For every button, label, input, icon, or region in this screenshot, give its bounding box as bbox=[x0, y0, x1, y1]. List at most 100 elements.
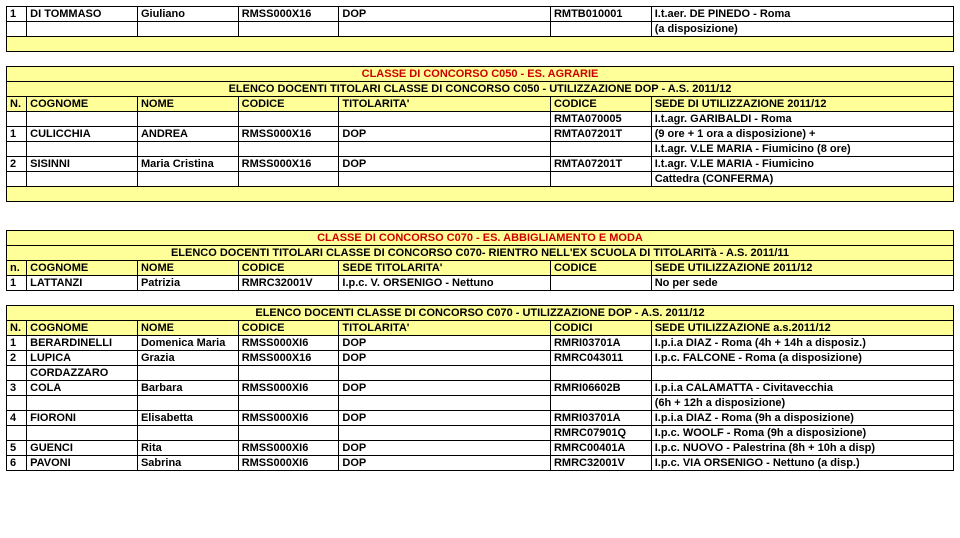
table-cell: I.t.agr. V.LE MARIA - Fiumicino (8 ore) bbox=[651, 142, 953, 157]
table-cell: RMRC00401A bbox=[550, 441, 651, 456]
table-cell: (6h + 12h a disposizione) bbox=[651, 396, 953, 411]
table-cell: RMRC043011 bbox=[550, 351, 651, 366]
table-cell bbox=[137, 396, 238, 411]
table-cell: RMSS000X16 bbox=[238, 157, 339, 172]
table-cell: Cattedra (CONFERMA) bbox=[651, 172, 953, 187]
table-cell: ANDREA bbox=[137, 127, 238, 142]
table-cell bbox=[339, 22, 551, 37]
table-cell: Grazia bbox=[137, 351, 238, 366]
header-cell: COGNOME bbox=[27, 321, 138, 336]
table-cell bbox=[238, 22, 339, 37]
header-cell: NOME bbox=[137, 97, 238, 112]
table-cell bbox=[137, 172, 238, 187]
table-cell bbox=[339, 396, 551, 411]
block2-subtitle: ELENCO DOCENTI TITOLARI CLASSE DI CONCOR… bbox=[7, 82, 954, 97]
header-cell: COGNOME bbox=[27, 97, 138, 112]
table-cell: 6 bbox=[7, 456, 27, 471]
table-cell bbox=[7, 396, 27, 411]
header-cell: COGNOME bbox=[27, 261, 138, 276]
table-cell: I.p.i.a DIAZ - Roma (9h a disposizione) bbox=[651, 411, 953, 426]
table-cell: DOP bbox=[339, 411, 551, 426]
table-cell: 5 bbox=[7, 441, 27, 456]
header-cell: CODICE bbox=[238, 321, 339, 336]
table-cell bbox=[238, 142, 339, 157]
header-cell: N. bbox=[7, 97, 27, 112]
block4-subtitle: ELENCO DOCENTI CLASSE DI CONCORSO C070 -… bbox=[7, 306, 954, 321]
table-cell bbox=[238, 112, 339, 127]
table-cell: Patrizia bbox=[137, 276, 238, 291]
table-block4: ELENCO DOCENTI CLASSE DI CONCORSO C070 -… bbox=[6, 305, 954, 471]
block3-subtitle: ELENCO DOCENTI TITOLARI CLASSE DI CONCOR… bbox=[7, 246, 954, 261]
table-cell: RMSS000XI6 bbox=[238, 411, 339, 426]
table-cell: Maria Cristina bbox=[137, 157, 238, 172]
table-block2: CLASSE DI CONCORSO C050 - ES. AGRARIE EL… bbox=[6, 66, 954, 202]
table-cell bbox=[7, 142, 27, 157]
table-cell bbox=[550, 366, 651, 381]
table-cell: (9 ore + 1 ora a disposizione) + bbox=[651, 127, 953, 142]
table-cell: DOP bbox=[339, 157, 551, 172]
table-cell: 3 bbox=[7, 381, 27, 396]
table-cell bbox=[339, 426, 551, 441]
table-cell: DOP bbox=[339, 351, 551, 366]
table-cell bbox=[339, 142, 551, 157]
table-cell: DOP bbox=[339, 336, 551, 351]
table-cell: I.p.i.a CALAMATTA - Civitavecchia bbox=[651, 381, 953, 396]
table-cell bbox=[339, 112, 551, 127]
table-cell: PAVONI bbox=[27, 456, 138, 471]
table-cell bbox=[27, 112, 138, 127]
table-cell bbox=[27, 172, 138, 187]
header-cell: SEDE UTILIZZAZIONE a.s.2011/12 bbox=[651, 321, 953, 336]
table-cell: DOP bbox=[339, 441, 551, 456]
table-cell: Sabrina bbox=[137, 456, 238, 471]
table-cell: Giuliano bbox=[137, 7, 238, 22]
table-cell bbox=[27, 426, 138, 441]
table-cell bbox=[7, 112, 27, 127]
table-cell: RMSS000X16 bbox=[238, 127, 339, 142]
table-cell: I.p.c. V. ORSENIGO - Nettuno bbox=[339, 276, 551, 291]
yellow-gap bbox=[7, 187, 954, 202]
table-cell: RMTA07201T bbox=[550, 157, 651, 172]
table-cell: I.p.c. NUOVO - Palestrina (8h + 10h a di… bbox=[651, 441, 953, 456]
table-cell bbox=[27, 396, 138, 411]
table-cell: RMSS000XI6 bbox=[238, 441, 339, 456]
table-cell: GUENCI bbox=[27, 441, 138, 456]
table-cell: Barbara bbox=[137, 381, 238, 396]
header-cell: CODICE bbox=[238, 97, 339, 112]
table-cell: 2 bbox=[7, 351, 27, 366]
table-cell: Domenica Maria bbox=[137, 336, 238, 351]
table-cell: I.p.c. FALCONE - Roma (a disposizione) bbox=[651, 351, 953, 366]
table-cell bbox=[7, 366, 27, 381]
table-cell bbox=[550, 142, 651, 157]
table-cell: Rita bbox=[137, 441, 238, 456]
block3-title: CLASSE DI CONCORSO C070 - ES. ABBIGLIAME… bbox=[7, 231, 954, 246]
header-cell: SEDE UTILIZZAZIONE 2011/12 bbox=[651, 261, 953, 276]
table-cell bbox=[339, 172, 551, 187]
table-block1: 1DI TOMMASOGiulianoRMSS000X16DOPRMTB0100… bbox=[6, 6, 954, 52]
table-cell bbox=[137, 366, 238, 381]
table-cell: RMRC32001V bbox=[238, 276, 339, 291]
table-cell bbox=[137, 426, 238, 441]
table-cell bbox=[238, 426, 339, 441]
table-cell bbox=[27, 22, 138, 37]
table-cell: LUPICA bbox=[27, 351, 138, 366]
table-cell: RMSS000X16 bbox=[238, 351, 339, 366]
table-cell: 1 bbox=[7, 7, 27, 22]
table-cell: 1 bbox=[7, 276, 27, 291]
table-cell: RMTA07201T bbox=[550, 127, 651, 142]
table-cell: RMSS000X16 bbox=[238, 7, 339, 22]
table-cell: Elisabetta bbox=[137, 411, 238, 426]
table-cell: DOP bbox=[339, 456, 551, 471]
table-cell: DI TOMMASO bbox=[27, 7, 138, 22]
header-cell: n. bbox=[7, 261, 27, 276]
table-cell: 2 bbox=[7, 157, 27, 172]
table-cell: I.t.agr. V.LE MARIA - Fiumicino bbox=[651, 157, 953, 172]
table-cell bbox=[550, 276, 651, 291]
table-block3: CLASSE DI CONCORSO C070 - ES. ABBIGLIAME… bbox=[6, 230, 954, 291]
table-cell bbox=[238, 366, 339, 381]
yellow-gap bbox=[7, 37, 954, 52]
table-cell bbox=[550, 22, 651, 37]
header-cell: SEDE DI UTILIZZAZIONE 2011/12 bbox=[651, 97, 953, 112]
table-cell bbox=[238, 172, 339, 187]
table-cell bbox=[7, 22, 27, 37]
table-cell: 1 bbox=[7, 336, 27, 351]
